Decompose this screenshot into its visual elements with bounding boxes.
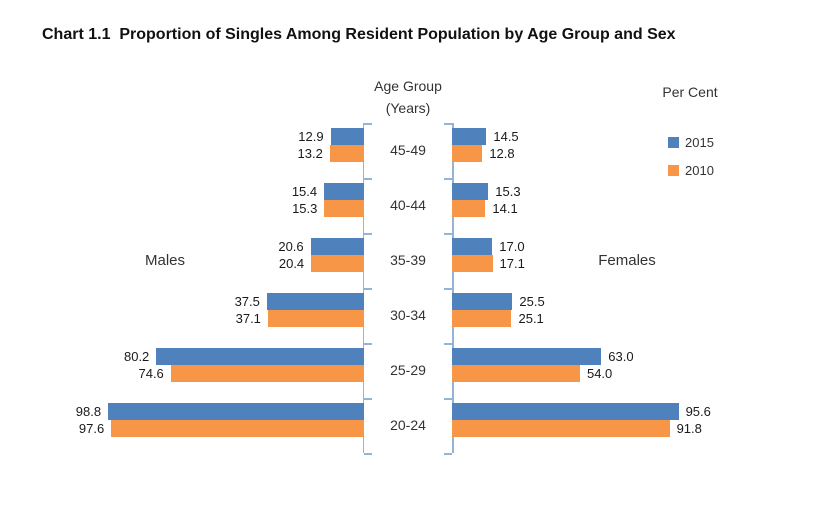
legend-swatch-2010-icon bbox=[668, 164, 679, 176]
value-label-male-2010-45-49: 13.2 bbox=[297, 146, 323, 161]
legend-label-2015: 2015 bbox=[685, 134, 714, 150]
right-center-axis bbox=[452, 123, 454, 453]
value-label-male-2015-20-24: 98.8 bbox=[75, 404, 102, 419]
value-label-male-2015-35-39: 20.6 bbox=[278, 239, 304, 254]
value-label-male-2010-40-44: 15.3 bbox=[292, 201, 318, 216]
legend-item-2015: 2015 bbox=[668, 134, 714, 150]
bar-female-2015-20-24 bbox=[452, 403, 679, 420]
value-label-female-2015-25-29: 63.0 bbox=[608, 349, 634, 364]
value-label-male-2015-40-44: 15.4 bbox=[291, 184, 318, 199]
bar-male-2010-20-24 bbox=[111, 420, 364, 437]
bar-female-2010-20-24 bbox=[452, 420, 670, 437]
legend-swatch-2015-icon bbox=[668, 136, 679, 148]
bar-female-2010-35-39 bbox=[452, 255, 493, 272]
value-label-male-2015-45-49: 12.9 bbox=[298, 129, 324, 144]
bar-male-2015-20-24 bbox=[108, 403, 364, 420]
age-group-label: 20-24 bbox=[390, 417, 426, 433]
bar-male-2010-25-29 bbox=[170, 365, 364, 382]
value-label-male-2010-35-39: 20.4 bbox=[278, 256, 305, 271]
bar-female-2015-25-29 bbox=[452, 348, 602, 365]
value-label-male-2015-30-34: 37.5 bbox=[234, 294, 260, 309]
bar-male-2015-45-49 bbox=[330, 128, 364, 145]
males-label: Males bbox=[144, 252, 185, 269]
value-label-male-2010-25-29: 74.6 bbox=[138, 366, 164, 381]
value-label-female-2015-30-34: 25.5 bbox=[519, 294, 545, 309]
value-label-female-2010-40-44: 14.1 bbox=[492, 201, 518, 216]
age-group-label: 35-39 bbox=[390, 252, 426, 268]
left-axis-tick bbox=[364, 453, 372, 455]
age-group-label: 40-44 bbox=[390, 197, 426, 213]
left-axis-tick bbox=[364, 123, 372, 125]
value-label-female-2010-45-49: 12.8 bbox=[489, 146, 515, 161]
chart-title: Chart 1.1 Proportion of Singles Among Re… bbox=[42, 26, 676, 43]
bar-female-2015-40-44 bbox=[452, 183, 489, 200]
left-axis-tick bbox=[364, 178, 372, 180]
age-group-label: 25-29 bbox=[390, 362, 426, 378]
age-group-label: 45-49 bbox=[390, 142, 426, 158]
left-axis-tick bbox=[364, 233, 372, 235]
bar-male-2010-45-49 bbox=[329, 145, 364, 162]
legend: 2015 2010 bbox=[668, 134, 714, 190]
bar-male-2015-30-34 bbox=[266, 293, 364, 310]
right-axis-tick bbox=[444, 233, 452, 235]
legend-item-2010: 2010 bbox=[668, 162, 714, 178]
value-label-female-2010-30-34: 25.1 bbox=[518, 311, 544, 326]
bar-male-2010-40-44 bbox=[324, 200, 364, 217]
value-label-female-2010-35-39: 17.1 bbox=[499, 256, 525, 271]
age-group-label: 30-34 bbox=[390, 307, 426, 323]
value-label-male-2015-25-29: 80.2 bbox=[123, 349, 150, 364]
value-label-female-2015-40-44: 15.3 bbox=[495, 184, 521, 199]
right-axis-tick bbox=[444, 453, 452, 455]
bar-female-2010-40-44 bbox=[452, 200, 486, 217]
value-label-male-2010-20-24: 97.6 bbox=[78, 421, 105, 436]
unit-label: Per Cent bbox=[662, 84, 718, 100]
left-axis-tick bbox=[364, 343, 372, 345]
bar-female-2010-25-29 bbox=[452, 365, 580, 382]
bar-female-2015-30-34 bbox=[452, 293, 513, 310]
bar-female-2015-35-39 bbox=[452, 238, 493, 255]
bar-female-2010-45-49 bbox=[452, 145, 483, 162]
bar-male-2015-35-39 bbox=[310, 238, 364, 255]
right-axis-tick bbox=[444, 123, 452, 125]
value-label-female-2010-20-24: 91.8 bbox=[676, 421, 702, 436]
right-axis-tick bbox=[444, 398, 452, 400]
center-axis-subtitle: (Years) bbox=[385, 100, 431, 116]
left-axis-tick bbox=[364, 288, 372, 290]
value-label-female-2015-35-39: 17.0 bbox=[499, 239, 525, 254]
left-axis-tick bbox=[364, 398, 372, 400]
center-axis-title: Age Group bbox=[374, 78, 442, 94]
left-center-axis bbox=[362, 123, 364, 453]
right-axis-tick bbox=[444, 288, 452, 290]
value-label-female-2015-45-49: 14.5 bbox=[493, 129, 519, 144]
legend-label-2010: 2010 bbox=[685, 162, 714, 178]
females-label: Females bbox=[598, 252, 656, 269]
value-label-male-2010-30-34: 37.1 bbox=[235, 311, 261, 326]
right-axis-tick bbox=[444, 178, 452, 180]
bar-male-2015-25-29 bbox=[156, 348, 364, 365]
bar-male-2010-30-34 bbox=[267, 310, 364, 327]
value-label-female-2015-20-24: 95.6 bbox=[685, 404, 711, 419]
bar-male-2010-35-39 bbox=[311, 255, 364, 272]
bar-male-2015-40-44 bbox=[324, 183, 364, 200]
bar-female-2015-45-49 bbox=[452, 128, 487, 145]
value-label-female-2010-25-29: 54.0 bbox=[586, 366, 613, 381]
bar-female-2010-30-34 bbox=[452, 310, 512, 327]
right-axis-tick bbox=[444, 343, 452, 345]
